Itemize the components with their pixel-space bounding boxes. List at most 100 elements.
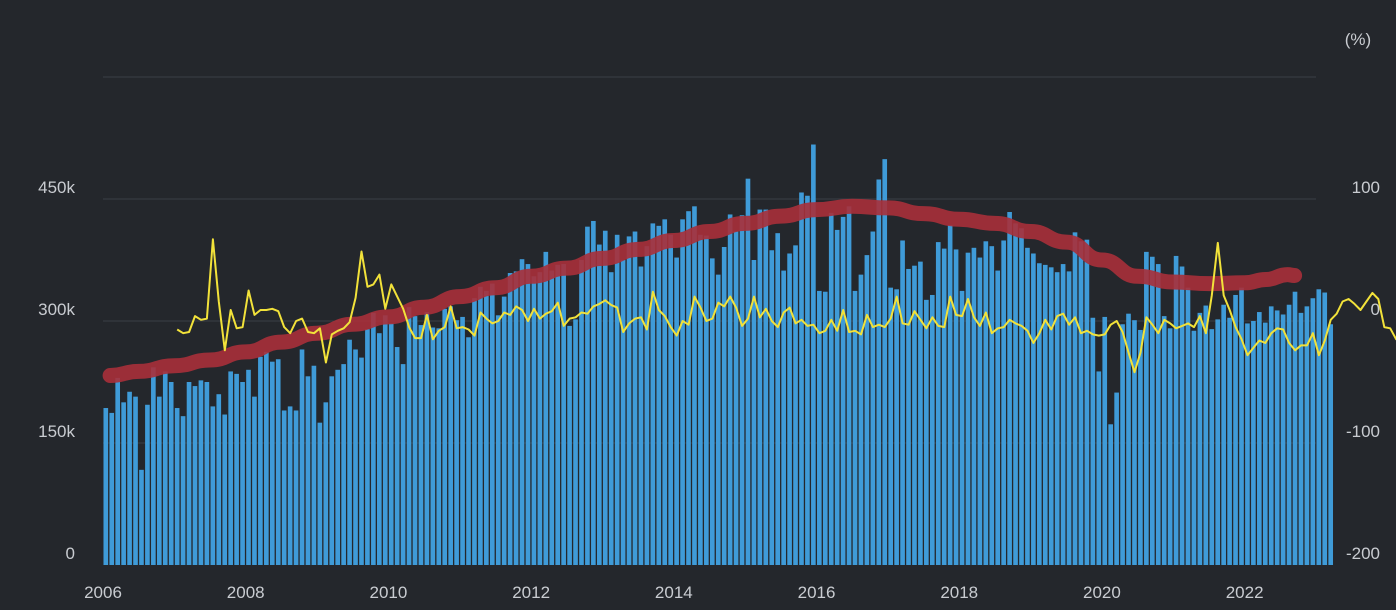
bar (1257, 312, 1262, 565)
bar (977, 257, 983, 565)
bar (947, 225, 953, 565)
bar (240, 382, 245, 565)
bar (608, 272, 614, 565)
bar (234, 373, 239, 565)
bar (1245, 323, 1250, 565)
bar (1072, 232, 1078, 565)
bar (757, 209, 763, 565)
bar (709, 258, 715, 565)
bar (145, 404, 150, 565)
bar (1048, 267, 1054, 565)
bar (454, 320, 459, 565)
axes: 2006 2008 2010 2012 2014 2016 2018 2020 2022 0 150… (38, 178, 1380, 602)
bar (412, 316, 418, 565)
bar (418, 325, 424, 565)
bar (323, 402, 329, 565)
y-left-tick-label: 450k (38, 178, 75, 197)
bar (1060, 264, 1066, 565)
bar (983, 241, 989, 566)
bar (489, 283, 495, 565)
bar (620, 260, 626, 565)
bar (1161, 316, 1167, 565)
bar (293, 410, 299, 565)
bar (727, 214, 733, 565)
x-tick-label: 2012 (512, 583, 550, 602)
bar (840, 216, 846, 565)
growth-line-series (176, 238, 1396, 374)
bar (1096, 371, 1102, 565)
x-tick-label: 2006 (84, 583, 122, 602)
bar (1274, 310, 1280, 565)
bar (674, 257, 679, 565)
bar (834, 229, 840, 565)
bar (115, 377, 121, 565)
bar (870, 231, 876, 565)
bar (953, 249, 959, 565)
bar (1025, 247, 1030, 566)
bar (478, 286, 483, 565)
bar (888, 287, 893, 565)
bar (1209, 329, 1215, 565)
bar (1144, 251, 1149, 565)
bar (876, 179, 882, 566)
gridlines (103, 76, 1316, 444)
bar (817, 290, 822, 565)
bar (739, 215, 745, 565)
bar (852, 290, 858, 565)
bar (1132, 320, 1137, 565)
bar (156, 396, 162, 565)
bar (501, 296, 507, 565)
bar (1280, 314, 1286, 565)
bar (1138, 329, 1143, 565)
x-tick-label: 2022 (1226, 583, 1264, 602)
bar (436, 328, 442, 565)
bar (281, 410, 287, 565)
bar (924, 299, 929, 565)
bar (1167, 328, 1173, 565)
bar (751, 260, 757, 565)
bar (971, 247, 977, 566)
right-axis-unit-label: (%) (1345, 30, 1371, 49)
bar (662, 219, 668, 565)
bar (186, 382, 192, 565)
bar (989, 246, 995, 566)
bar (365, 329, 370, 565)
bar (252, 396, 257, 565)
y-right-tick-label: -100 (1346, 422, 1380, 441)
bar (204, 382, 210, 565)
bar (162, 371, 168, 565)
bar (507, 273, 513, 565)
bar (941, 248, 947, 566)
bar (121, 402, 126, 565)
bar (781, 270, 786, 565)
y-left-tick-label: 0 (66, 544, 75, 563)
bar (846, 206, 852, 565)
bar (1316, 289, 1322, 565)
bar (525, 264, 531, 565)
bar (626, 236, 632, 565)
bar (1037, 263, 1042, 565)
bar (151, 367, 156, 565)
bar (1251, 321, 1256, 565)
bar (472, 298, 477, 565)
bar (519, 259, 525, 565)
bar (228, 371, 233, 565)
bar (567, 325, 572, 565)
bar (715, 274, 721, 565)
bar (1292, 291, 1298, 565)
x-tick-label: 2016 (798, 583, 836, 602)
bar (103, 408, 109, 565)
x-tick-label: 2014 (655, 583, 693, 602)
bar (1328, 324, 1334, 565)
y-right-tick-label: -200 (1346, 544, 1380, 563)
bar (1007, 212, 1012, 565)
bar (614, 234, 620, 566)
bar (1126, 313, 1131, 565)
bar (650, 223, 656, 565)
bar (573, 319, 578, 565)
bar (644, 246, 650, 566)
bar (918, 261, 923, 565)
bar (692, 206, 697, 565)
bar (668, 234, 673, 566)
